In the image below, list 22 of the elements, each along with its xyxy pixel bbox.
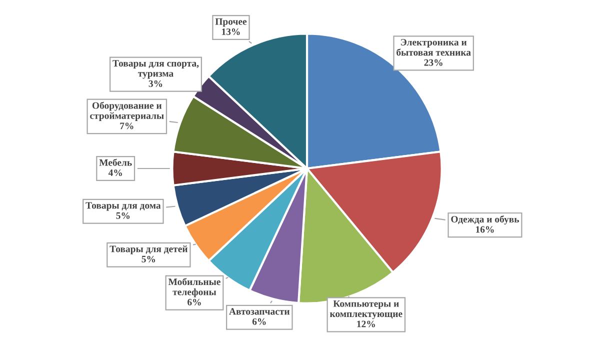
data-label: 4% bbox=[108, 169, 122, 176]
slice-label: Товары для детей bbox=[110, 245, 188, 254]
slice-label: Электроника и бытовая техника bbox=[396, 38, 471, 56]
slice-label: Прочее bbox=[215, 18, 247, 27]
slice-label: Компьютеры и комплектующие bbox=[330, 300, 402, 320]
data-label: 23% bbox=[424, 59, 442, 66]
data-label: 7% bbox=[120, 122, 134, 130]
data-label: 16% bbox=[476, 226, 494, 233]
data-label: 12% bbox=[357, 320, 375, 328]
data-label: 13% bbox=[222, 28, 240, 36]
data-label: 6% bbox=[252, 318, 266, 325]
slice-label: Мобильные телефоны bbox=[168, 278, 220, 298]
slice-label: Товары для дома bbox=[86, 202, 161, 211]
slice-label: Автозапчасти bbox=[229, 308, 290, 315]
data-label: 5% bbox=[142, 256, 156, 262]
data-label: 3% bbox=[148, 80, 162, 87]
slice-label: Товары для спорта, туризма bbox=[112, 60, 199, 79]
data-label: 5% bbox=[116, 212, 130, 219]
slice-label: Мебель bbox=[99, 158, 132, 166]
slice-label: Оборудование и стройматериалы bbox=[90, 102, 164, 121]
data-label: 6% bbox=[188, 298, 201, 306]
slice-label: Одежда и обувь bbox=[451, 215, 520, 225]
